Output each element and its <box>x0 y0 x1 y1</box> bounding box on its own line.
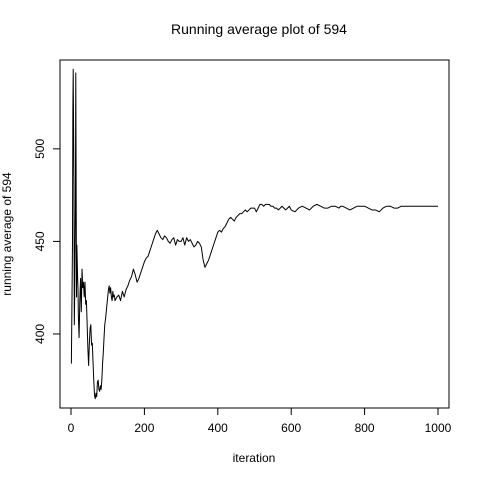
x-tick-label: 400 <box>208 421 228 435</box>
y-axis: 400 450 500 <box>33 139 61 344</box>
plot-frame <box>59 59 450 409</box>
chart-title: Running average plot of 594 <box>171 21 347 37</box>
x-axis-label: iteration <box>233 451 276 465</box>
data-layer <box>70 68 438 400</box>
y-tick-label: 400 <box>33 324 47 344</box>
x-tick-label: 0 <box>68 421 75 435</box>
y-tick-label: 500 <box>33 139 47 159</box>
series-line-1 <box>70 68 438 400</box>
x-axis: 0 200 400 600 800 1000 <box>68 407 452 435</box>
x-tick-label: 200 <box>134 421 154 435</box>
y-axis-label: running average of 594 <box>0 172 14 296</box>
x-tick-label: 1000 <box>425 421 452 435</box>
x-tick-label: 600 <box>281 421 301 435</box>
x-tick-label: 800 <box>355 421 375 435</box>
y-tick-label: 450 <box>33 231 47 251</box>
